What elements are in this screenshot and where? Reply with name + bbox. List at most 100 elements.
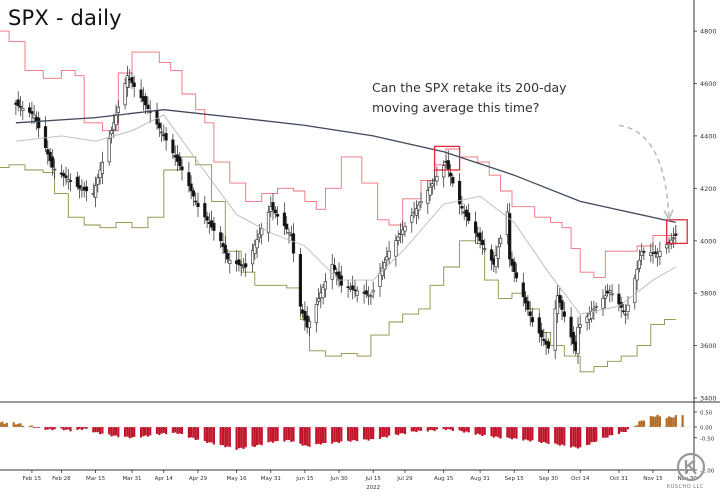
candle-body xyxy=(114,114,118,126)
date-tick-label: Sep 30 xyxy=(539,476,559,482)
histogram-bar xyxy=(633,426,636,427)
histogram-bar xyxy=(128,427,131,439)
histogram-bar xyxy=(506,427,509,438)
price-tick-label: 4000 xyxy=(700,237,717,245)
price-tick-label: 4800 xyxy=(700,28,717,36)
candle-body xyxy=(569,316,573,338)
date-tick-label: Jul 29 xyxy=(396,476,413,482)
candle-body xyxy=(571,331,575,345)
price-tick-label: 3600 xyxy=(700,342,717,350)
candle-body xyxy=(178,156,182,167)
candle xyxy=(371,281,375,299)
candle-body xyxy=(451,177,455,184)
histogram-bar xyxy=(665,418,668,427)
candle-body xyxy=(635,268,639,281)
histogram-bar xyxy=(299,427,302,444)
candle xyxy=(52,158,57,179)
histogram-bar xyxy=(347,427,350,441)
histogram-bar xyxy=(654,416,657,427)
candle-body xyxy=(633,277,637,303)
histogram-bar xyxy=(99,427,102,435)
histogram xyxy=(0,414,684,450)
highlight-box-1 xyxy=(433,145,461,171)
date-tick-label: Aug 31 xyxy=(470,476,490,482)
candle xyxy=(223,235,227,264)
candle xyxy=(228,252,232,274)
candle-body xyxy=(442,165,446,178)
candle xyxy=(355,286,359,303)
histogram-bar xyxy=(210,427,213,443)
histogram-bar xyxy=(572,427,575,447)
candle-body xyxy=(355,290,359,296)
candle xyxy=(558,288,562,308)
candle xyxy=(18,95,23,117)
annotation-line-1: Can the SPX retake its 200-day xyxy=(372,80,567,95)
candle-body xyxy=(107,138,111,163)
histogram-bar xyxy=(397,427,400,436)
candle-body xyxy=(307,321,312,329)
histogram-bar xyxy=(351,427,354,441)
histogram-bar xyxy=(315,427,318,445)
candle-body xyxy=(426,190,430,204)
candle xyxy=(387,241,391,265)
candle xyxy=(555,285,560,323)
histogram-bar xyxy=(538,427,541,442)
histogram-bar xyxy=(335,427,338,442)
histogram-bar xyxy=(449,427,452,430)
histogram-bar xyxy=(563,427,566,446)
histogram-bar xyxy=(670,417,673,427)
histogram-bar xyxy=(319,427,322,445)
candle xyxy=(448,163,453,186)
candle-body xyxy=(649,252,653,256)
candle-body xyxy=(144,96,148,106)
candle xyxy=(75,171,79,190)
candle-body xyxy=(414,208,419,216)
candle-body xyxy=(560,300,564,310)
histogram-bar xyxy=(576,427,580,449)
histogram-bar xyxy=(94,427,97,433)
candle-body xyxy=(273,209,277,214)
candle-body xyxy=(84,186,89,192)
candle xyxy=(410,207,414,233)
candle xyxy=(239,260,243,277)
histogram-bar xyxy=(44,427,47,430)
candle xyxy=(191,187,196,207)
candle-body xyxy=(521,282,525,298)
candle xyxy=(321,283,325,305)
histogram-bar xyxy=(601,427,605,438)
histogram-bar xyxy=(331,427,334,444)
histogram-bar xyxy=(176,427,179,434)
histogram-bar xyxy=(385,427,388,438)
candle-body xyxy=(187,172,191,187)
candle-body xyxy=(219,232,223,242)
histogram-bar xyxy=(574,427,577,448)
candle xyxy=(27,102,32,118)
histogram-bar xyxy=(463,427,466,433)
histogram-bar xyxy=(554,427,557,444)
candle-body xyxy=(653,251,657,254)
candles xyxy=(14,65,678,364)
candle xyxy=(530,307,534,327)
histogram-bar xyxy=(92,427,95,433)
candle-body xyxy=(237,259,241,266)
candle-body xyxy=(430,183,434,187)
histogram-bar xyxy=(415,427,418,433)
price-tick-label: 4200 xyxy=(700,185,717,193)
candle xyxy=(260,223,264,245)
candle-body xyxy=(112,122,116,131)
candle xyxy=(480,230,485,255)
candle xyxy=(139,79,143,103)
candle xyxy=(30,101,34,125)
histogram-bar xyxy=(165,427,168,435)
histogram-bar xyxy=(570,427,573,448)
candle-body xyxy=(21,108,25,111)
candle xyxy=(273,206,277,219)
histogram-bar xyxy=(640,420,643,427)
histogram-bar xyxy=(303,427,306,446)
candle-body xyxy=(496,246,500,259)
candle xyxy=(323,273,328,298)
candle xyxy=(483,238,487,253)
histogram-bar xyxy=(474,427,477,435)
histogram-bar xyxy=(324,427,327,443)
candle xyxy=(112,113,116,139)
